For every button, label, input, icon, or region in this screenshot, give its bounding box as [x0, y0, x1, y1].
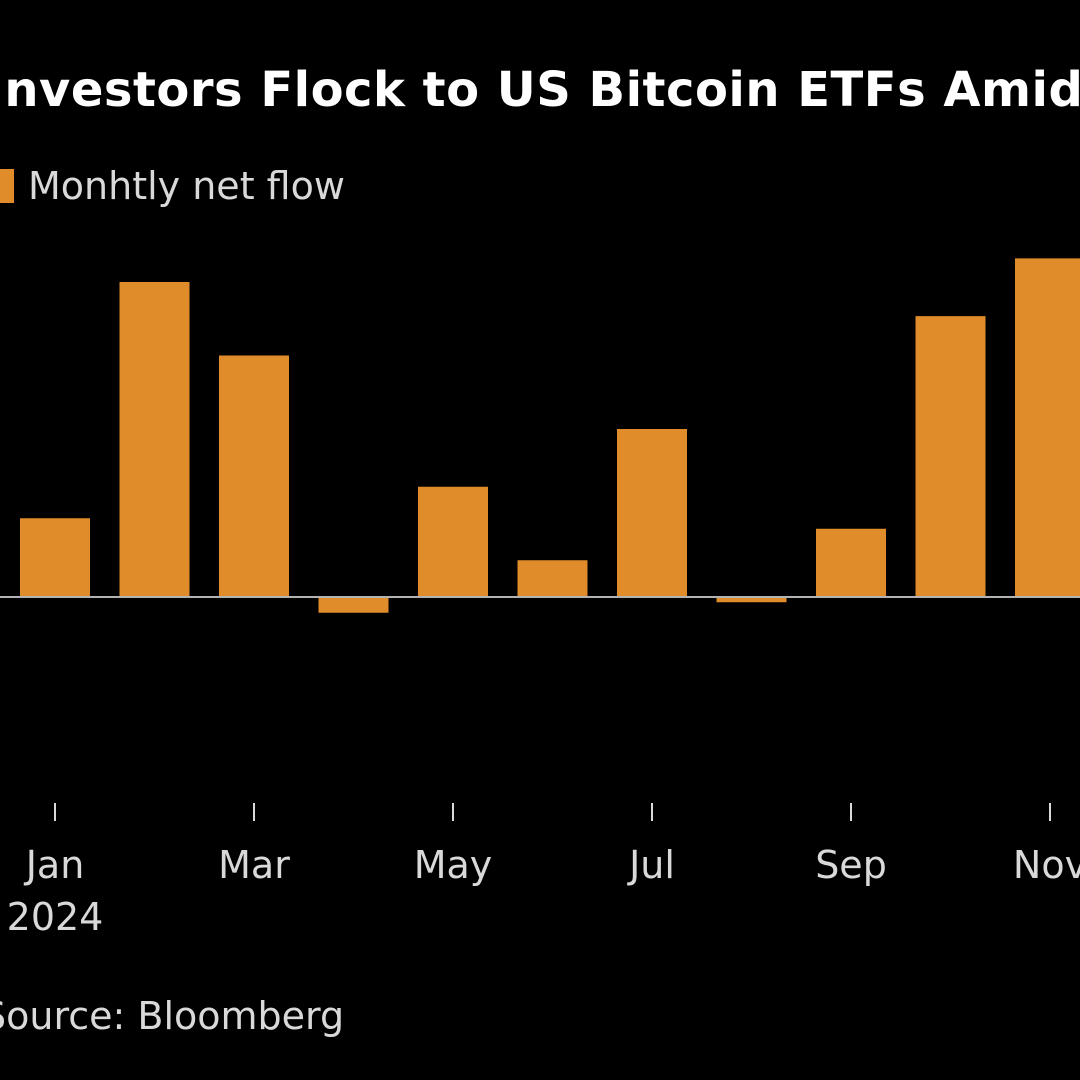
source-note: Source: Bloomberg — [0, 994, 345, 1038]
legend: Monhtly net flow — [0, 164, 345, 208]
tick-label-sep: Sep — [815, 843, 887, 887]
bars-group — [20, 258, 1080, 613]
chart-title: Investors Flock to US Bitcoin ETFs Amid — [0, 62, 1080, 118]
x-axis-ticks — [54, 803, 1051, 821]
legend-label: Monhtly net flow — [28, 164, 345, 208]
tick-label-jan: Jan — [24, 843, 85, 887]
x-axis-year-label: 2024 — [7, 895, 104, 939]
x-axis-tick-labels: Jan Mar May Jul Sep Nov — [24, 843, 1080, 887]
tick-label-mar: Mar — [218, 843, 290, 887]
tick-label-may: May — [414, 843, 493, 887]
bar-may — [418, 486, 488, 597]
bar-jun — [517, 560, 588, 597]
bar-nov — [1015, 258, 1080, 597]
bar-aug — [716, 597, 787, 603]
bar-sep — [816, 528, 886, 597]
bar-mar — [219, 355, 289, 597]
bar-jan — [20, 518, 90, 597]
bar-oct — [915, 316, 986, 597]
bar-apr — [318, 597, 389, 613]
bar-feb — [119, 282, 190, 597]
tick-label-jul: Jul — [627, 843, 675, 887]
bar-jul — [617, 429, 687, 597]
tick-label-nov: Nov — [1013, 843, 1080, 887]
legend-swatch — [0, 169, 14, 203]
